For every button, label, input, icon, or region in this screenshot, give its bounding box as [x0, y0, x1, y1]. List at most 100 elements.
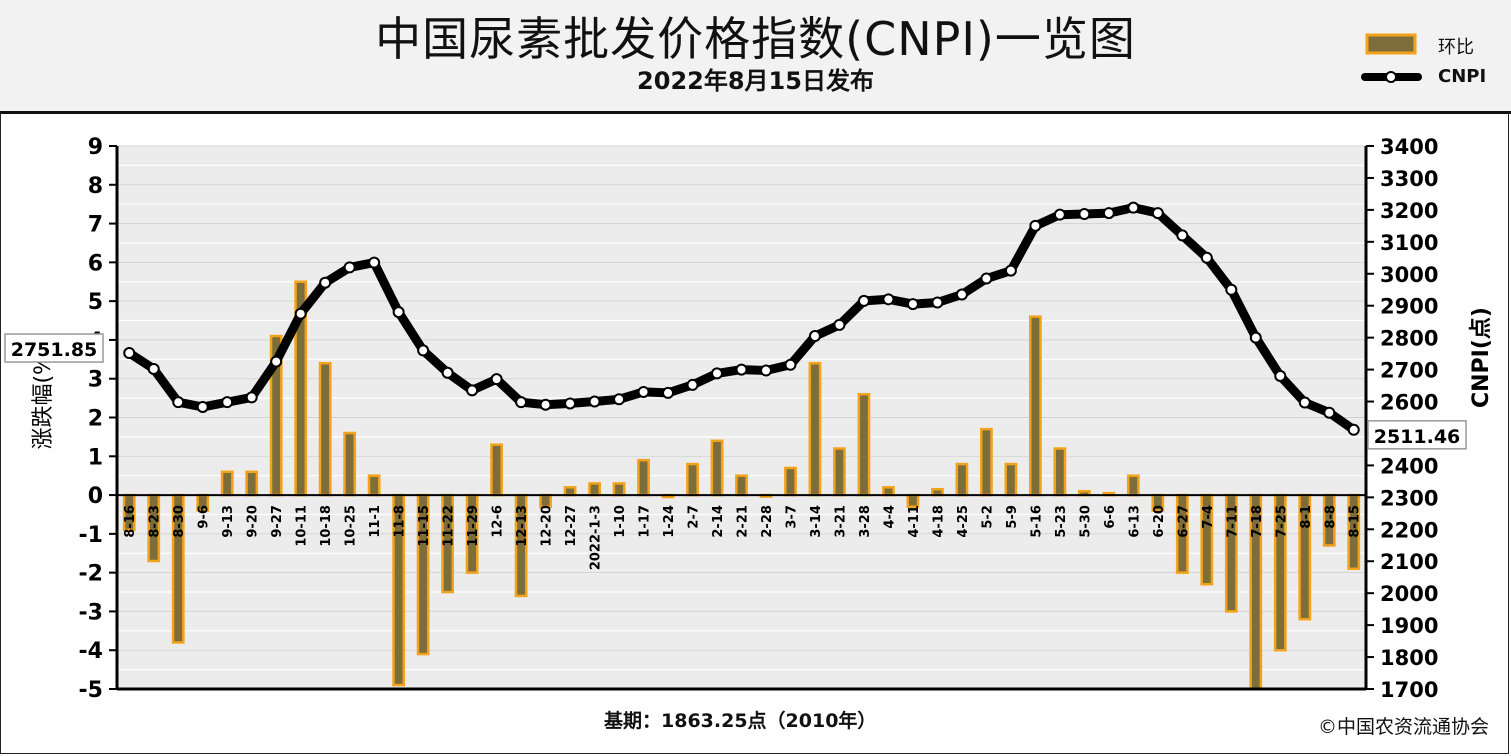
x-tick-label: 11-29	[466, 505, 481, 547]
right-tick-label: 3300	[1380, 167, 1438, 191]
cnpi-point-10-18	[319, 276, 332, 289]
legend	[1361, 33, 1422, 83]
first-value-callout: 2751.85	[11, 339, 98, 361]
x-tick-label: 4-11	[907, 505, 922, 538]
first-value-callout-box	[4, 333, 104, 363]
x-tick-label: 12-6	[491, 505, 506, 538]
cnpi-point-8-1	[1298, 396, 1311, 409]
cnpi-point-8-23	[147, 362, 160, 375]
cnpi-point-9-20	[245, 391, 258, 404]
legend-line-label: CNPI	[1438, 66, 1487, 87]
cnpi-point-11-29	[466, 384, 479, 397]
cnpi-point-12-6	[490, 373, 503, 386]
x-tick-label: 6-27	[1176, 505, 1191, 538]
right-tick-label: 2800	[1380, 327, 1438, 351]
chart-header: 中国尿素批发价格指数(CNPI)一览图 2022年8月15日发布	[0, 0, 1511, 114]
right-tick-label: 1800	[1380, 646, 1438, 670]
cnpi-point-1-10	[613, 393, 626, 406]
bar-4-4	[882, 486, 895, 497]
cnpi-point-11-1	[368, 256, 381, 269]
x-tick-label: 6-6	[1103, 505, 1118, 528]
cnpi-point-4-4	[882, 293, 895, 306]
cnpi-point-1-24	[662, 386, 675, 399]
cnpi-point-3-7	[784, 358, 797, 371]
bar-5-2	[980, 427, 993, 497]
x-tick-label: 3-21	[833, 505, 848, 538]
x-tick-label: 6-13	[1127, 505, 1142, 538]
chart-title: 中国尿素批发价格指数(CNPI)一览图	[375, 12, 1136, 66]
x-tick-label: 11-1	[368, 505, 383, 538]
cnpi-point-2022-1-3	[588, 395, 601, 408]
bar-1-17	[637, 458, 650, 497]
x-tick-label: 12-13	[515, 505, 530, 547]
x-tick-label: 8-15	[1348, 505, 1363, 538]
bar-12-27	[563, 486, 577, 497]
x-tick-label: 2-28	[760, 505, 775, 538]
right-tick-label: 3000	[1380, 263, 1438, 287]
last-value-callout: 2511.46	[1374, 426, 1461, 448]
x-tick-label: 9-6	[197, 505, 212, 528]
cnpi-point-7-18	[1249, 331, 1262, 344]
cnpi-point-9-27	[270, 355, 283, 368]
left-tick-label: 2	[88, 407, 103, 432]
cnpi-point-5-30	[1078, 208, 1091, 221]
cnpi-point-8-15	[1347, 423, 1360, 436]
bar-5-9	[1004, 462, 1018, 497]
x-tick-label: 11-22	[442, 505, 457, 547]
x-tick-label: 4-4	[882, 505, 897, 528]
bar-2-21	[735, 474, 748, 497]
cnpi-point-11-15	[417, 344, 430, 357]
legend-bar-label: 环比	[1438, 37, 1474, 58]
left-tick-label: -2	[79, 562, 103, 587]
cnpi-point-4-11	[906, 298, 919, 311]
x-tick-label: 1-10	[613, 505, 628, 538]
cnpi-point-1-17	[637, 385, 650, 398]
right-tick-label: 2300	[1380, 486, 1438, 510]
x-tick-label: 8-30	[172, 505, 187, 538]
copyright-note: ©中国农资流通协会	[1317, 716, 1489, 738]
x-tick-label: 8-23	[148, 505, 163, 538]
bar-5-23	[1053, 447, 1067, 497]
left-tick-label: 9	[88, 135, 103, 160]
x-tick-label: 9-13	[221, 505, 236, 538]
right-tick-label: 2700	[1380, 359, 1438, 383]
bar-3-7	[784, 466, 797, 497]
x-tick-label: 3-7	[784, 505, 799, 528]
x-tick-label: 5-30	[1078, 505, 1093, 538]
bar-11-1	[367, 474, 381, 497]
cnpi-point-12-13	[515, 396, 528, 409]
left-tick-label: 6	[88, 251, 103, 276]
left-axis-label: 涨跌幅(%)	[31, 345, 56, 449]
x-tick-label: 10-18	[319, 505, 334, 547]
bar-2-7	[686, 462, 699, 497]
left-tick-label: 1	[88, 445, 103, 470]
x-tick-label: 5-16	[1029, 505, 1044, 538]
x-tick-label: 12-27	[564, 505, 579, 547]
cnpi-point-5-16	[1029, 219, 1042, 232]
cnpi-point-2-28	[759, 364, 772, 377]
bar-9-13	[220, 470, 234, 497]
cnpi-point-10-11	[294, 307, 307, 320]
x-tick-label: 10-11	[295, 505, 310, 547]
cnpi-point-5-9	[1004, 264, 1017, 277]
bar-9-20	[245, 470, 259, 497]
legend-bar-swatch	[1365, 33, 1417, 55]
x-tick-label: 8-1	[1299, 505, 1314, 528]
base-period-note: 基期：1863.25点（2010年）	[604, 710, 877, 732]
left-tick-label: -5	[79, 678, 103, 703]
x-tick-label: 7-25	[1274, 505, 1289, 538]
x-tick-label: 9-20	[246, 505, 261, 538]
cnpi-point-6-13	[1127, 201, 1140, 214]
left-tick-label: 0	[88, 484, 103, 509]
bar-3-14	[808, 361, 822, 497]
x-tick-label: 5-23	[1054, 505, 1069, 538]
bar-12-6	[490, 443, 503, 497]
bar-5-16	[1028, 315, 1042, 497]
x-tick-label: 11-15	[417, 505, 432, 547]
x-tick-label: 5-9	[1005, 505, 1020, 529]
x-tick-label: 9-27	[270, 505, 285, 538]
cnpi-point-12-20	[539, 398, 552, 411]
chart-subtitle: 2022年8月15日发布	[637, 67, 874, 95]
bar-4-25	[955, 462, 969, 497]
